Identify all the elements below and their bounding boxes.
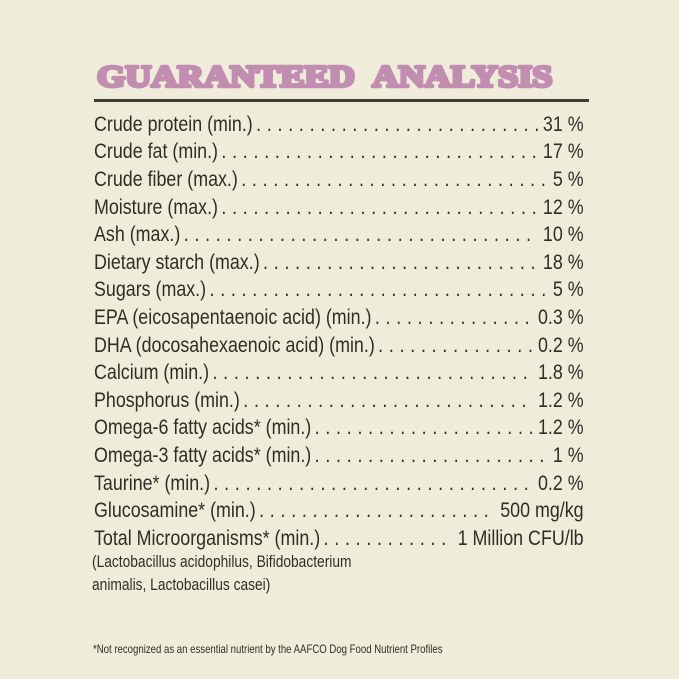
svg-text:GUARANTEED ANALYSIS: GUARANTEED ANALYSIS [97, 60, 552, 94]
